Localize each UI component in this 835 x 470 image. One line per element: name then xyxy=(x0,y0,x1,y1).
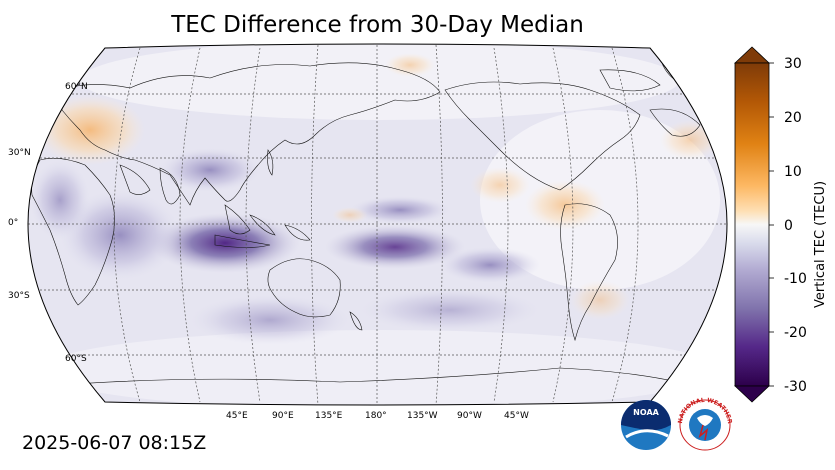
map-title: TEC Difference from 30-Day Median xyxy=(171,12,584,38)
lat-label-30s: 30°S xyxy=(8,291,30,301)
noaa-logo: NOAA xyxy=(621,400,671,450)
colorbar-tick: 0 xyxy=(784,218,793,234)
colorbar-tick: 30 xyxy=(784,56,802,72)
lon-label-45w: 45°W xyxy=(504,411,529,421)
graticule xyxy=(28,44,727,405)
lon-label-135w: 135°W xyxy=(407,411,438,421)
colorbar-tick: -10 xyxy=(784,271,807,287)
colorbar-bar xyxy=(734,62,770,387)
lon-label-90w: 90°W xyxy=(457,411,482,421)
colorbar-tick: 20 xyxy=(784,110,802,126)
colorbar-tick: -20 xyxy=(784,325,807,341)
colorbar-extend-low xyxy=(733,385,771,403)
lat-label-30n: 30°N xyxy=(8,148,31,158)
lon-label-180: 180° xyxy=(365,411,387,421)
lat-label-60s: 60°S xyxy=(65,354,87,364)
lon-label-135e: 135°E xyxy=(315,411,343,421)
colorbar: 30 20 10 0 -10 -20 -30 Vertical TEC (TEC… xyxy=(733,46,828,403)
lat-label-0: 0° xyxy=(8,218,18,228)
colorbar-extend-high xyxy=(733,46,771,64)
lon-label-90e: 90°E xyxy=(272,411,294,421)
timestamp: 2025-06-07 08:15Z xyxy=(22,432,207,454)
noaa-logo-text: NOAA xyxy=(633,408,659,417)
lat-label-60n: 60°N xyxy=(65,82,88,92)
colorbar-label: Vertical TEC (TECU) xyxy=(813,181,828,308)
colorbar-tick: 10 xyxy=(784,164,802,180)
lon-label-45e: 45°E xyxy=(226,411,248,421)
colorbar-tick: -30 xyxy=(784,379,807,395)
tec-field xyxy=(28,44,727,405)
